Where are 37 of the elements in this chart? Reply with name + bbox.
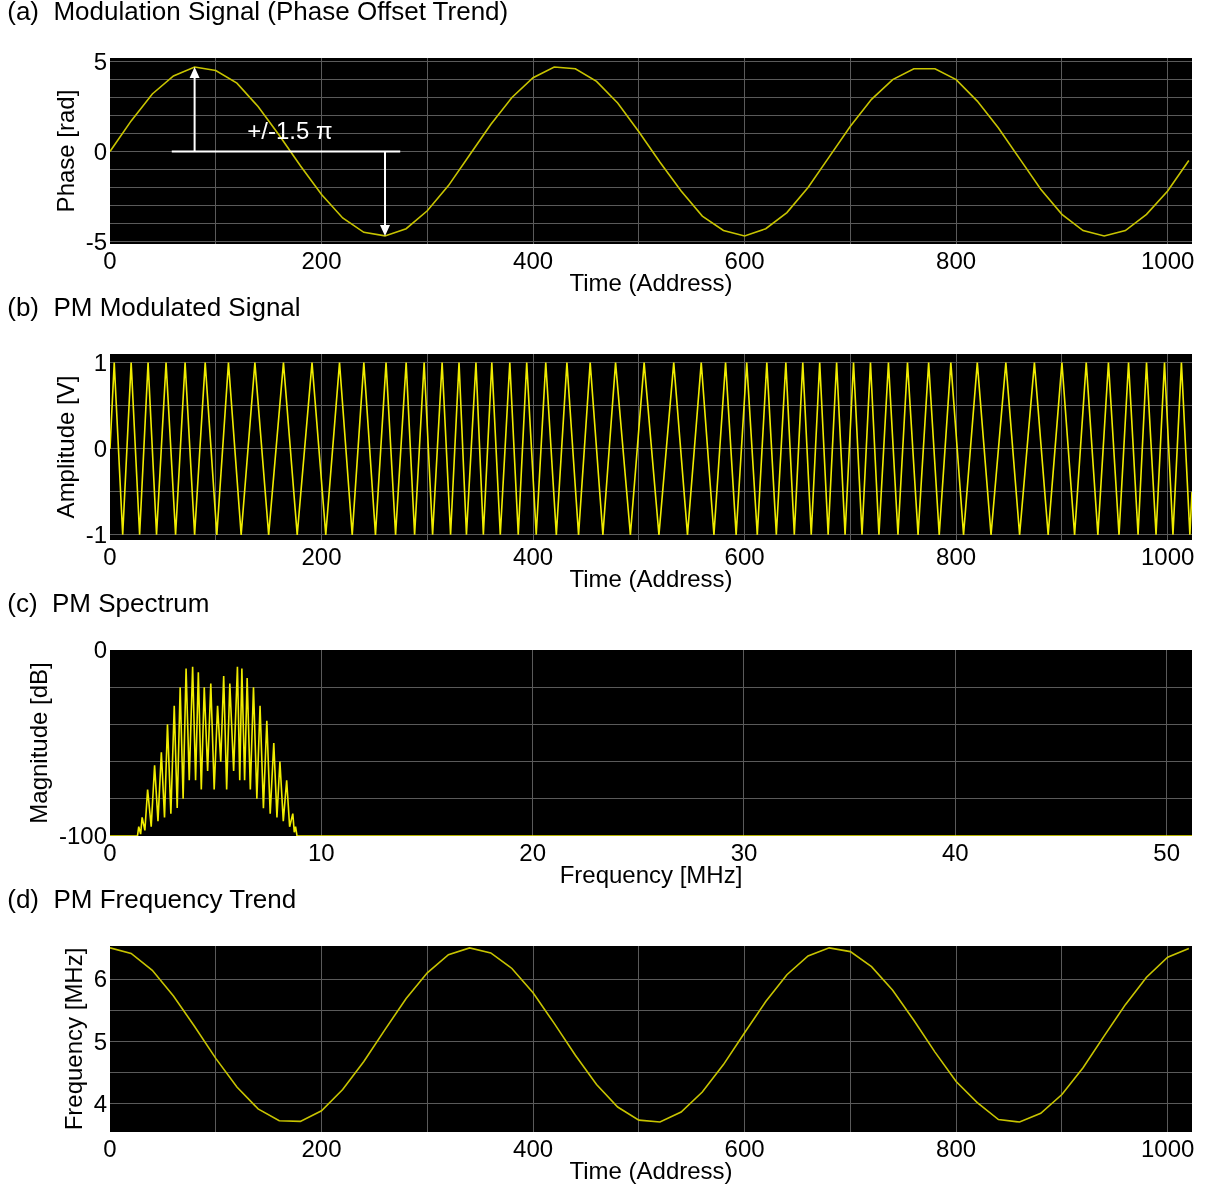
y-tick-label: 0 bbox=[93, 137, 107, 165]
x-tick-label: 20 bbox=[519, 839, 547, 866]
y-axis-title: Magnitude [dB] bbox=[25, 662, 53, 824]
line-series bbox=[110, 947, 1190, 1123]
chart-title: (d) PM Frequency Trend bbox=[7, 883, 297, 914]
x-tick-label: 1000 bbox=[1140, 247, 1195, 274]
y-axis-title: Amplitude [V] bbox=[51, 375, 79, 519]
x-tick-label: 800 bbox=[936, 1135, 977, 1162]
x-tick-label: 200 bbox=[301, 247, 342, 274]
x-tick-label: 800 bbox=[936, 247, 977, 274]
y-tick-label: 4 bbox=[93, 1090, 107, 1118]
x-tick-label: 50 bbox=[1153, 839, 1180, 866]
y-axis-title: Phase [rad] bbox=[51, 89, 79, 213]
y-tick-label: 6 bbox=[93, 965, 107, 993]
y-tick-label: 5 bbox=[93, 1027, 107, 1055]
x-tick-label: 400 bbox=[513, 543, 554, 570]
x-tick-label: 400 bbox=[513, 1135, 554, 1162]
x-tick-label: 200 bbox=[301, 1135, 342, 1162]
y-tick-label: -1 bbox=[85, 521, 107, 549]
y-tick-label: 5 bbox=[93, 47, 107, 75]
x-tick-label: 200 bbox=[301, 543, 342, 570]
line-series bbox=[110, 66, 1190, 237]
x-tick-label: 40 bbox=[941, 839, 969, 866]
x-tick-label: 1000 bbox=[1140, 543, 1195, 570]
x-tick-label: 1000 bbox=[1140, 1135, 1195, 1162]
y-axis-title: Frequency [MHz] bbox=[59, 947, 87, 1131]
chart-title: (c) PM Spectrum bbox=[7, 587, 210, 618]
line-series bbox=[110, 361, 1192, 536]
x-tick-label: 800 bbox=[936, 543, 977, 570]
y-tick-label: 0 bbox=[93, 435, 107, 463]
x-tick-label: 10 bbox=[307, 839, 335, 866]
y-tick-label: 0 bbox=[93, 636, 107, 664]
line-series bbox=[110, 665, 1192, 836]
y-tick-label: 1 bbox=[93, 349, 107, 377]
x-tick-label: 400 bbox=[513, 247, 554, 274]
chart-title: (a) Modulation Signal (Phase Offset Trend) bbox=[7, 0, 509, 26]
chart-title: (b) PM Modulated Signal bbox=[7, 291, 301, 322]
